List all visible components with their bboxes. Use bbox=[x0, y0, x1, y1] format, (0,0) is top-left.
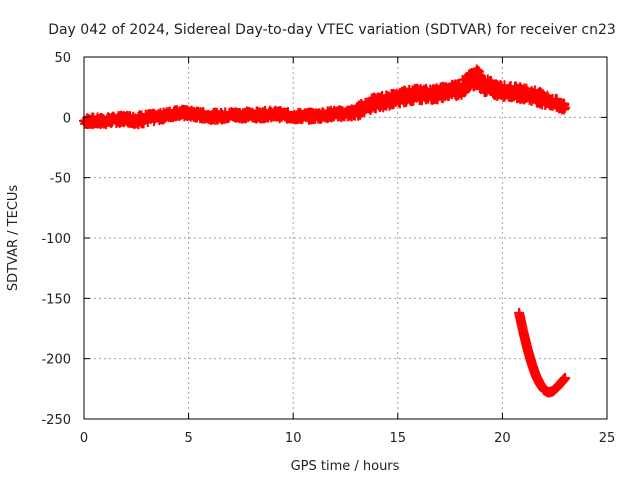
x-tick-label: 15 bbox=[390, 431, 407, 446]
data-point bbox=[560, 372, 571, 383]
data-point bbox=[538, 89, 549, 100]
data-point bbox=[560, 102, 571, 113]
axis-ticks bbox=[83, 56, 608, 420]
chart-title: Day 042 of 2024, Sidereal Day-to-day VTE… bbox=[48, 22, 616, 38]
data-point bbox=[559, 98, 570, 109]
x-tick-label: 10 bbox=[285, 431, 302, 446]
data-points bbox=[79, 64, 571, 398]
y-axis-label: SDTVAR / TECUs bbox=[6, 185, 21, 292]
x-tick-label: 25 bbox=[599, 431, 616, 446]
y-tick-label: -100 bbox=[41, 232, 71, 247]
x-tick-label: 20 bbox=[494, 431, 511, 446]
x-axis-label: GPS time / hours bbox=[291, 459, 400, 474]
y-tick-label: -50 bbox=[50, 172, 71, 187]
y-tick-label: 0 bbox=[63, 111, 71, 126]
x-tick-label: 0 bbox=[80, 431, 88, 446]
x-tick-label: 5 bbox=[184, 431, 192, 446]
y-tick-label: -150 bbox=[41, 292, 71, 307]
y-tick-label: -200 bbox=[41, 353, 71, 368]
y-tick-label: -250 bbox=[41, 413, 71, 428]
y-tick-label: 50 bbox=[54, 51, 71, 66]
tick-labels: 50 0 -50 -100 -150 -200 -250 0 5 10 15 20 25 bbox=[41, 51, 615, 446]
